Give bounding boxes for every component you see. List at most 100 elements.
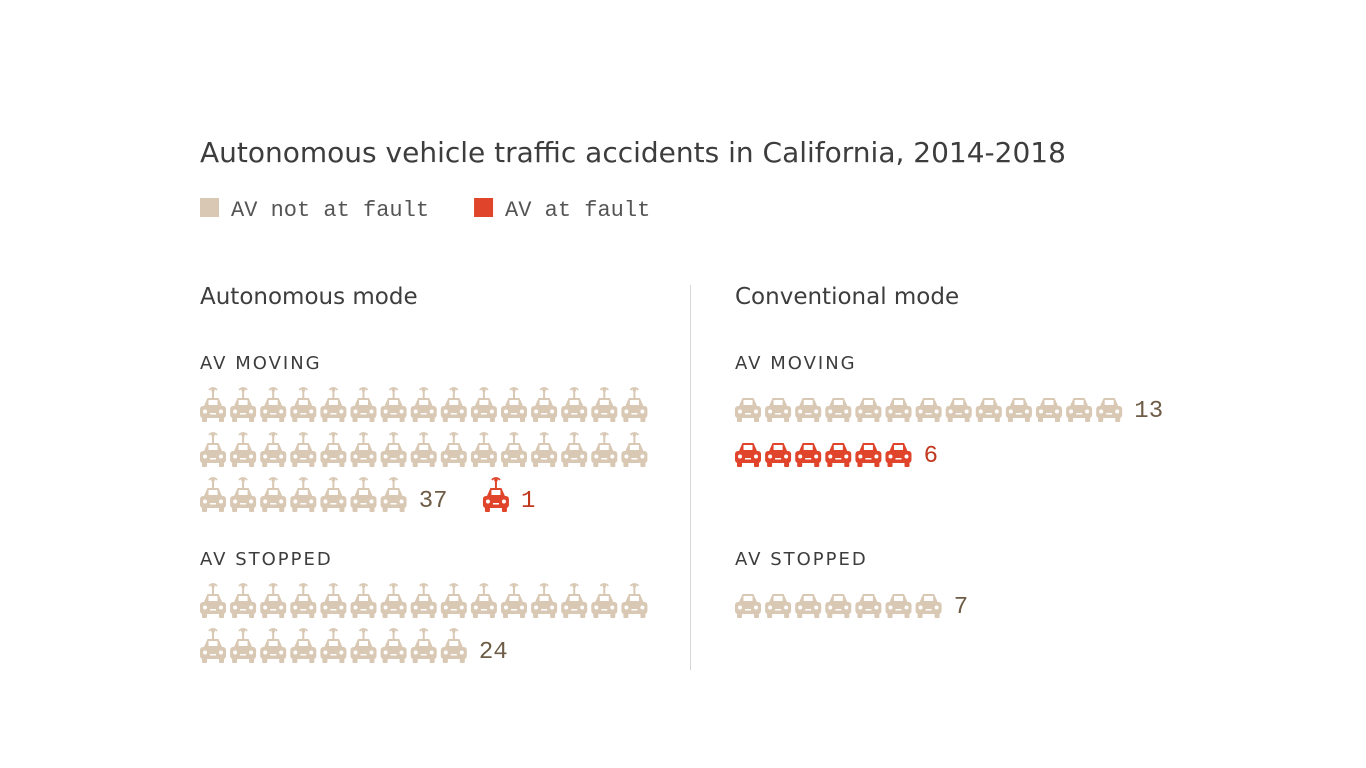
car-antenna-signal <box>358 477 369 481</box>
car-wheel <box>827 461 833 467</box>
car-window <box>984 400 994 405</box>
car-icon <box>885 443 912 467</box>
car-body <box>1005 406 1032 418</box>
car-window <box>479 596 489 601</box>
car-light <box>429 650 434 655</box>
car-grille <box>865 458 872 460</box>
car-antenna-signal <box>479 583 489 587</box>
car-grille <box>210 609 216 611</box>
car-light <box>534 605 539 610</box>
car-antenna-signal <box>509 387 519 391</box>
value-label: 7 <box>954 594 968 621</box>
car-antenna-signal <box>238 583 248 587</box>
car-wheel <box>874 416 880 422</box>
car-light <box>383 650 388 655</box>
car-antenna-tip <box>301 388 306 392</box>
car-antenna-signal <box>388 387 399 391</box>
car-light <box>443 650 448 655</box>
car-light <box>564 605 569 610</box>
car-wheel <box>202 612 207 618</box>
car-light <box>249 499 254 504</box>
car-light <box>504 454 508 459</box>
car-wheel <box>520 416 525 422</box>
car-grille <box>450 654 457 656</box>
car-grille <box>360 609 367 611</box>
car-wheel <box>797 416 803 422</box>
car-light <box>1055 409 1059 414</box>
car-light <box>948 409 953 414</box>
car-antenna-signal <box>629 387 640 391</box>
car-antenna-tip <box>331 478 336 482</box>
car-body <box>1066 406 1093 418</box>
car-antenna-signal <box>449 387 459 391</box>
car-wheel <box>399 416 405 422</box>
car-icon <box>380 387 407 422</box>
car-light <box>738 454 742 459</box>
car-light <box>369 454 374 459</box>
car-icon <box>795 443 822 467</box>
car-wheel <box>429 416 435 422</box>
car-wheel <box>593 416 599 422</box>
car-body <box>591 406 618 418</box>
car-wheel <box>503 461 508 467</box>
car-antenna-tip <box>391 584 396 588</box>
car-light <box>203 650 207 655</box>
car-window <box>863 445 873 450</box>
car-icon <box>350 628 377 663</box>
car-grille <box>270 413 277 415</box>
car-light <box>784 454 789 459</box>
car-body <box>440 451 467 463</box>
car-grille <box>270 503 277 505</box>
car-grille <box>631 458 638 460</box>
car-grille <box>541 413 548 415</box>
car-grille <box>210 458 216 460</box>
car-grille <box>745 609 751 611</box>
car-light <box>309 454 314 459</box>
car-light <box>323 499 328 504</box>
car-light <box>323 605 328 610</box>
car-light <box>383 499 388 504</box>
car-light <box>323 454 328 459</box>
car-wheel <box>593 461 599 467</box>
car-grille <box>480 458 487 460</box>
car-body <box>260 451 287 463</box>
car-antenna-tip <box>572 433 576 437</box>
car-window <box>268 641 278 646</box>
car-light <box>353 409 358 414</box>
car-body <box>621 406 648 418</box>
car-grille <box>420 654 427 656</box>
car-window <box>1104 400 1114 405</box>
car-wheel <box>887 612 893 618</box>
car-icon <box>260 477 287 512</box>
car-wheel <box>503 416 508 422</box>
legend-swatch <box>200 198 219 217</box>
car-wheel <box>399 612 405 618</box>
car-wheel <box>459 657 465 663</box>
car-wheel <box>219 506 224 512</box>
car-body <box>410 647 437 659</box>
car-wheel <box>964 416 970 422</box>
car-antenna-tip <box>241 388 245 392</box>
car-light <box>1085 409 1090 414</box>
car-grille <box>865 413 872 415</box>
car-grille <box>835 458 842 460</box>
car-wheel <box>429 657 435 663</box>
car-light <box>399 454 404 459</box>
car-icon <box>885 594 912 618</box>
car-light <box>369 409 374 414</box>
car-wheel <box>827 416 833 422</box>
car-light <box>233 499 238 504</box>
car-light <box>279 409 284 414</box>
car-light <box>580 605 585 610</box>
car-window <box>449 641 459 646</box>
legend-swatch <box>474 198 494 217</box>
car-light <box>249 409 254 414</box>
car-antenna-signal <box>298 628 309 632</box>
car-grille <box>631 609 638 611</box>
car-wheel <box>1098 416 1104 422</box>
car-antenna-tip <box>512 584 516 588</box>
icon-group <box>735 398 1123 422</box>
car-window <box>539 400 549 405</box>
car-light <box>233 409 238 414</box>
car-light <box>233 650 238 655</box>
